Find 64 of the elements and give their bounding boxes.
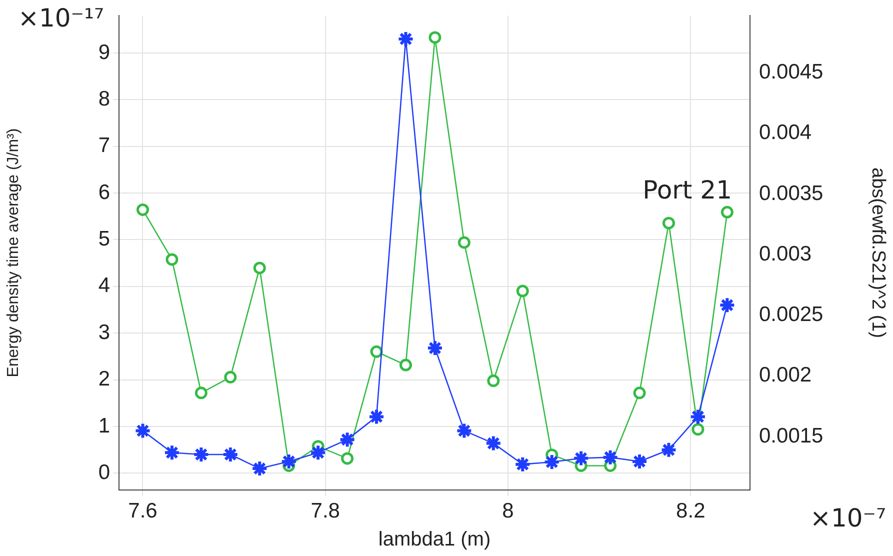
point <box>456 422 473 440</box>
point <box>370 345 383 358</box>
y2-tick-label: 0.0035 <box>759 182 824 205</box>
x-axis-title: lambda1 (m) <box>378 528 491 551</box>
y2-tick-label: 0.002 <box>759 364 812 387</box>
y2-tick-label: 0.003 <box>759 242 812 266</box>
point <box>136 203 149 216</box>
y2-tick-label: 0.0045 <box>759 60 824 84</box>
point <box>397 30 414 48</box>
y-tick-label: 9 <box>98 40 110 64</box>
y-tick-label: 0 <box>98 460 110 484</box>
y2-tick-label: 0.004 <box>759 121 812 144</box>
x-tick-label: 8 <box>502 499 514 522</box>
point <box>428 31 442 44</box>
y-tick-label: 5 <box>98 228 110 251</box>
point <box>689 408 706 426</box>
y2-tick-label: 0.0015 <box>759 424 824 448</box>
point <box>310 444 327 462</box>
point <box>633 386 646 400</box>
point <box>487 374 500 388</box>
x-tick-label: 7.6 <box>128 499 158 522</box>
point <box>572 450 590 467</box>
point <box>222 446 239 464</box>
annotation: Port 21 <box>642 176 732 205</box>
text: ×10⁻⁷ <box>810 504 886 532</box>
text: ×10⁻¹⁷ <box>18 4 104 32</box>
y-tick-label: 7 <box>98 134 110 158</box>
point <box>224 370 237 384</box>
y-tick-label: 8 <box>98 87 110 110</box>
point <box>426 340 444 357</box>
point <box>660 441 678 458</box>
point <box>399 358 412 372</box>
point <box>662 216 675 230</box>
y2-axis-title: abs(ewfd.S21)^2 (1) <box>867 168 888 338</box>
point <box>458 236 470 249</box>
y-tick-label: 3 <box>98 320 110 344</box>
x-tick-label: 8.2 <box>676 499 706 522</box>
point <box>166 253 178 266</box>
y-tick-label: 1 <box>98 414 110 438</box>
point <box>720 206 734 218</box>
point <box>338 431 356 448</box>
point <box>368 408 386 426</box>
y2-tick-label: 0.0025 <box>759 303 824 326</box>
point <box>631 453 648 470</box>
point <box>192 446 210 464</box>
point <box>251 460 268 478</box>
point <box>718 296 736 314</box>
point <box>253 262 266 274</box>
y-tick-label: 6 <box>98 180 110 204</box>
point <box>163 444 180 462</box>
x-tick-label: 7.8 <box>310 499 340 522</box>
point <box>280 453 298 470</box>
y-tick-label: 4 <box>98 274 110 298</box>
point <box>692 423 704 436</box>
y-tick-label: 2 <box>98 368 110 391</box>
point <box>602 448 619 466</box>
point <box>194 386 208 400</box>
point <box>134 422 152 440</box>
point <box>516 284 529 298</box>
point <box>543 453 560 470</box>
y-axis-title: Energy density time average (J/m³) <box>5 128 22 378</box>
point <box>514 456 532 473</box>
point <box>484 434 502 452</box>
point <box>341 452 354 465</box>
